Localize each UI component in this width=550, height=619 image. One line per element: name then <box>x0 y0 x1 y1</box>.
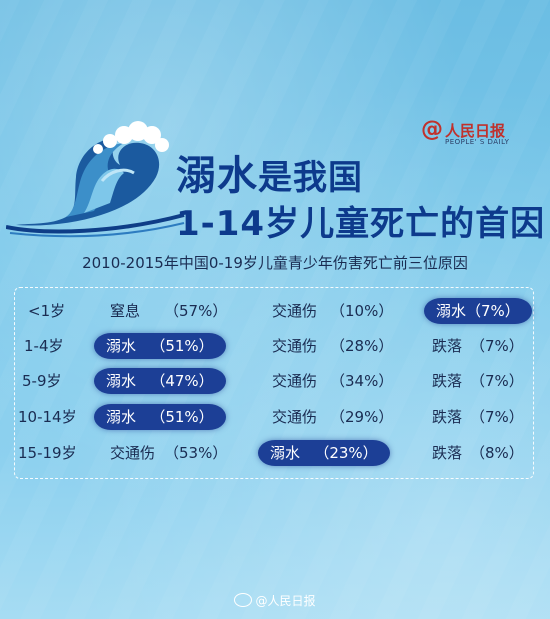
cause-3-highlight: 溺水（7%） <box>424 298 532 324</box>
table-row: 10-14岁 溺水 （51%） 交通伤 （29%） 跌落 （7%） <box>0 400 550 434</box>
title-line-1: 溺水是我国 <box>176 143 363 201</box>
table-row: 15-19岁 交通伤 （53%） 溺水 （23%） 跌落 （8%） <box>0 436 550 470</box>
percent-2: （29%） <box>330 408 394 426</box>
cause-2-highlight: 溺水 （23%） <box>258 440 390 466</box>
cause-3: 跌落 <box>432 372 463 390</box>
cause-3: 跌落 <box>432 408 463 426</box>
cause-2: 交通伤 <box>272 337 318 355</box>
age-group: 5-9岁 <box>22 372 62 390</box>
peoples-daily-logo: @ 人民日报 PEOPLE' S DAILY <box>421 118 531 148</box>
cause-1-highlight: 溺水 （51%） <box>94 404 226 430</box>
percent-2: （28%） <box>330 337 394 355</box>
table-row: 5-9岁 溺水 （47%） 交通伤 （34%） 跌落 （7%） <box>0 364 550 398</box>
percent-3: （7%） <box>470 337 524 355</box>
cause-1-highlight: 溺水 （51%） <box>94 333 226 359</box>
percent-1: （51%） <box>150 337 214 355</box>
cause-3: 跌落 <box>432 337 463 355</box>
percent-1: （53%） <box>164 444 228 462</box>
age-group: 1-4岁 <box>24 337 64 355</box>
logo-at-icon: @ <box>421 117 443 142</box>
cause-2: 交通伤 <box>272 372 318 390</box>
cause-1: 窒息 <box>110 302 141 320</box>
title-line-1-rest: 是我国 <box>258 158 363 198</box>
percent-3: （7%） <box>470 372 524 390</box>
logo-subtitle: PEOPLE' S DAILY <box>445 138 510 146</box>
weibo-icon <box>234 593 253 607</box>
age-group: 10-14岁 <box>18 408 77 426</box>
age-group: 15-19岁 <box>18 444 77 462</box>
cause-1-highlight: 溺水 （47%） <box>94 368 226 394</box>
cause-1: 溺水 <box>106 408 137 426</box>
percent-2: （34%） <box>330 372 394 390</box>
footer-credit: @人民日报 <box>0 592 550 609</box>
cause-2: 溺水 <box>270 444 301 462</box>
data-table-frame <box>14 287 534 479</box>
cause-2: 交通伤 <box>272 302 318 320</box>
percent-2: （23%） <box>314 444 378 462</box>
cause-3: 溺水 <box>436 302 467 320</box>
percent-3: （8%） <box>470 444 524 462</box>
percent-3: （7%） <box>466 302 520 320</box>
percent-2: （10%） <box>330 302 394 320</box>
cause-3: 跌落 <box>432 444 463 462</box>
title-line-2: 1-14岁儿童死亡的首因 <box>176 204 546 244</box>
wave-icon <box>6 121 185 238</box>
cause-2: 交通伤 <box>272 408 318 426</box>
cause-1: 交通伤 <box>110 444 156 462</box>
percent-1: （57%） <box>164 302 228 320</box>
age-group: <1岁 <box>28 302 66 320</box>
percent-1: （47%） <box>150 372 214 390</box>
percent-1: （51%） <box>150 408 214 426</box>
footer-text: @人民日报 <box>255 594 316 608</box>
table-row: <1岁 窒息 （57%） 交通伤 （10%） 溺水（7%） <box>0 294 550 328</box>
percent-3: （7%） <box>470 408 524 426</box>
logo-name: 人民日报 <box>445 122 506 140</box>
table-row: 1-4岁 溺水 （51%） 交通伤 （28%） 跌落 （7%） <box>0 329 550 363</box>
title-highlight-word: 溺水 <box>176 153 258 199</box>
cause-1: 溺水 <box>106 372 137 390</box>
cause-1: 溺水 <box>106 337 137 355</box>
subtitle: 2010-2015年中国0-19岁儿童青少年伤害死亡前三位原因 <box>82 254 468 272</box>
